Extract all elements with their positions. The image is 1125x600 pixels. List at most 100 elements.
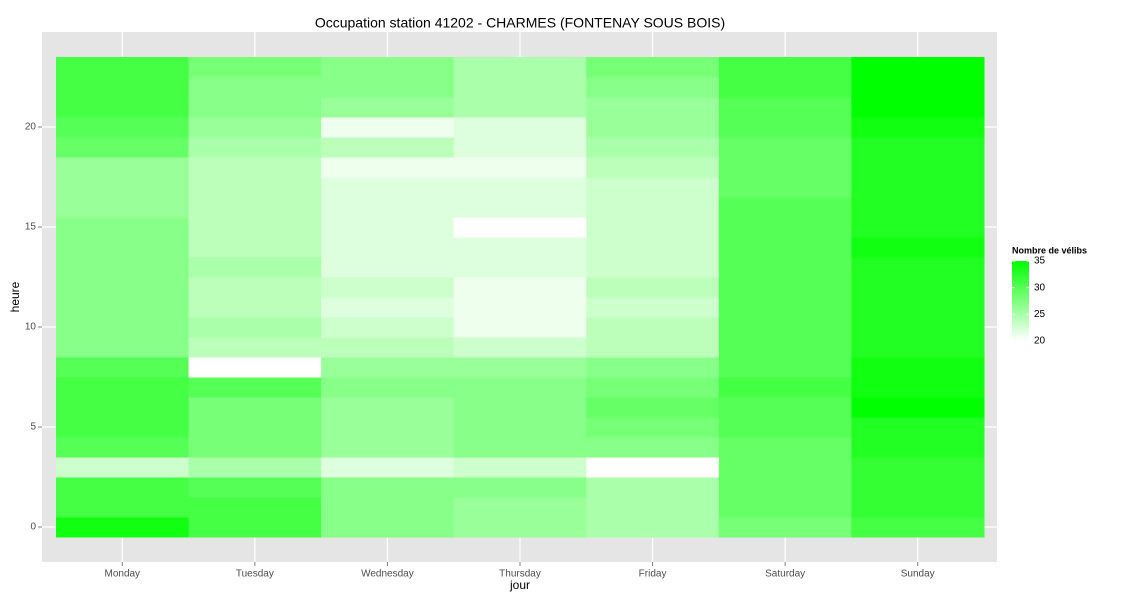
tile [718, 217, 852, 238]
tile [586, 277, 720, 298]
tile [188, 157, 322, 178]
tile [453, 277, 587, 298]
tile [321, 397, 455, 418]
tile [453, 357, 587, 378]
tile [453, 97, 587, 118]
tile [718, 497, 852, 518]
tile [586, 177, 720, 198]
tile [586, 397, 720, 418]
tile [188, 177, 322, 198]
tile [586, 97, 720, 118]
tile [453, 137, 587, 158]
x-axis-title: jour [509, 578, 530, 592]
tile [718, 257, 852, 278]
tile [321, 417, 455, 438]
tile [586, 457, 720, 478]
tile [586, 77, 720, 98]
y-tick-label: 5 [30, 422, 36, 433]
tile [718, 77, 852, 98]
tile [321, 297, 455, 318]
tile [718, 297, 852, 318]
tile [453, 477, 587, 498]
tile [586, 57, 720, 78]
tile [453, 197, 587, 218]
tile [453, 297, 587, 318]
y-tick-label: 10 [25, 322, 37, 333]
x-tick-label: Friday [639, 569, 667, 580]
tile [851, 217, 985, 238]
tile [453, 377, 587, 398]
tile [453, 417, 587, 438]
tile [453, 257, 587, 278]
tile [321, 517, 455, 538]
tile [453, 177, 587, 198]
tile [586, 197, 720, 218]
tile [718, 437, 852, 458]
tile [56, 317, 190, 338]
tile [718, 277, 852, 298]
tile [851, 57, 985, 78]
tile [851, 297, 985, 318]
tile [56, 257, 190, 278]
tile [586, 217, 720, 238]
tile [188, 117, 322, 138]
tile [321, 177, 455, 198]
tile [56, 57, 190, 78]
colorbar [1012, 261, 1029, 341]
tile [56, 377, 190, 398]
tile [56, 217, 190, 238]
chart-title: Occupation station 41202 - CHARMES (FONT… [315, 15, 725, 31]
legend-tick-label: 20 [1034, 336, 1046, 347]
tile [586, 477, 720, 498]
legend-tick-label: 25 [1034, 309, 1046, 320]
tile [718, 357, 852, 378]
tile [56, 117, 190, 138]
tile [321, 257, 455, 278]
tile [188, 137, 322, 158]
tile [56, 277, 190, 298]
tile [56, 77, 190, 98]
tile [851, 277, 985, 298]
tile [56, 357, 190, 378]
tile [718, 97, 852, 118]
tile [188, 517, 322, 538]
x-tick-label: Wednesday [361, 569, 414, 580]
x-tick-label: Tuesday [236, 569, 274, 580]
tile [453, 337, 587, 358]
tile [586, 297, 720, 318]
tile [586, 137, 720, 158]
tile [321, 477, 455, 498]
tile [188, 477, 322, 498]
tile [56, 177, 190, 198]
tile [453, 437, 587, 458]
tile [188, 337, 322, 358]
tile [718, 517, 852, 538]
tile [718, 57, 852, 78]
tile [718, 477, 852, 498]
tile [321, 457, 455, 478]
tile [321, 277, 455, 298]
tile [188, 97, 322, 118]
x-tick-label: Monday [104, 569, 140, 580]
tile [453, 457, 587, 478]
tile [188, 397, 322, 418]
tile [586, 257, 720, 278]
tile [453, 237, 587, 258]
tile [851, 357, 985, 378]
tile [56, 337, 190, 358]
tile [586, 117, 720, 138]
tile [718, 177, 852, 198]
tile [586, 377, 720, 398]
tile [851, 377, 985, 398]
tile [56, 297, 190, 318]
tile [453, 397, 587, 418]
tile [321, 337, 455, 358]
tile [321, 117, 455, 138]
tile [453, 497, 587, 518]
tile [586, 337, 720, 358]
tile [56, 157, 190, 178]
tile [586, 417, 720, 438]
tile [321, 497, 455, 518]
tile [851, 117, 985, 138]
tile [188, 357, 322, 378]
